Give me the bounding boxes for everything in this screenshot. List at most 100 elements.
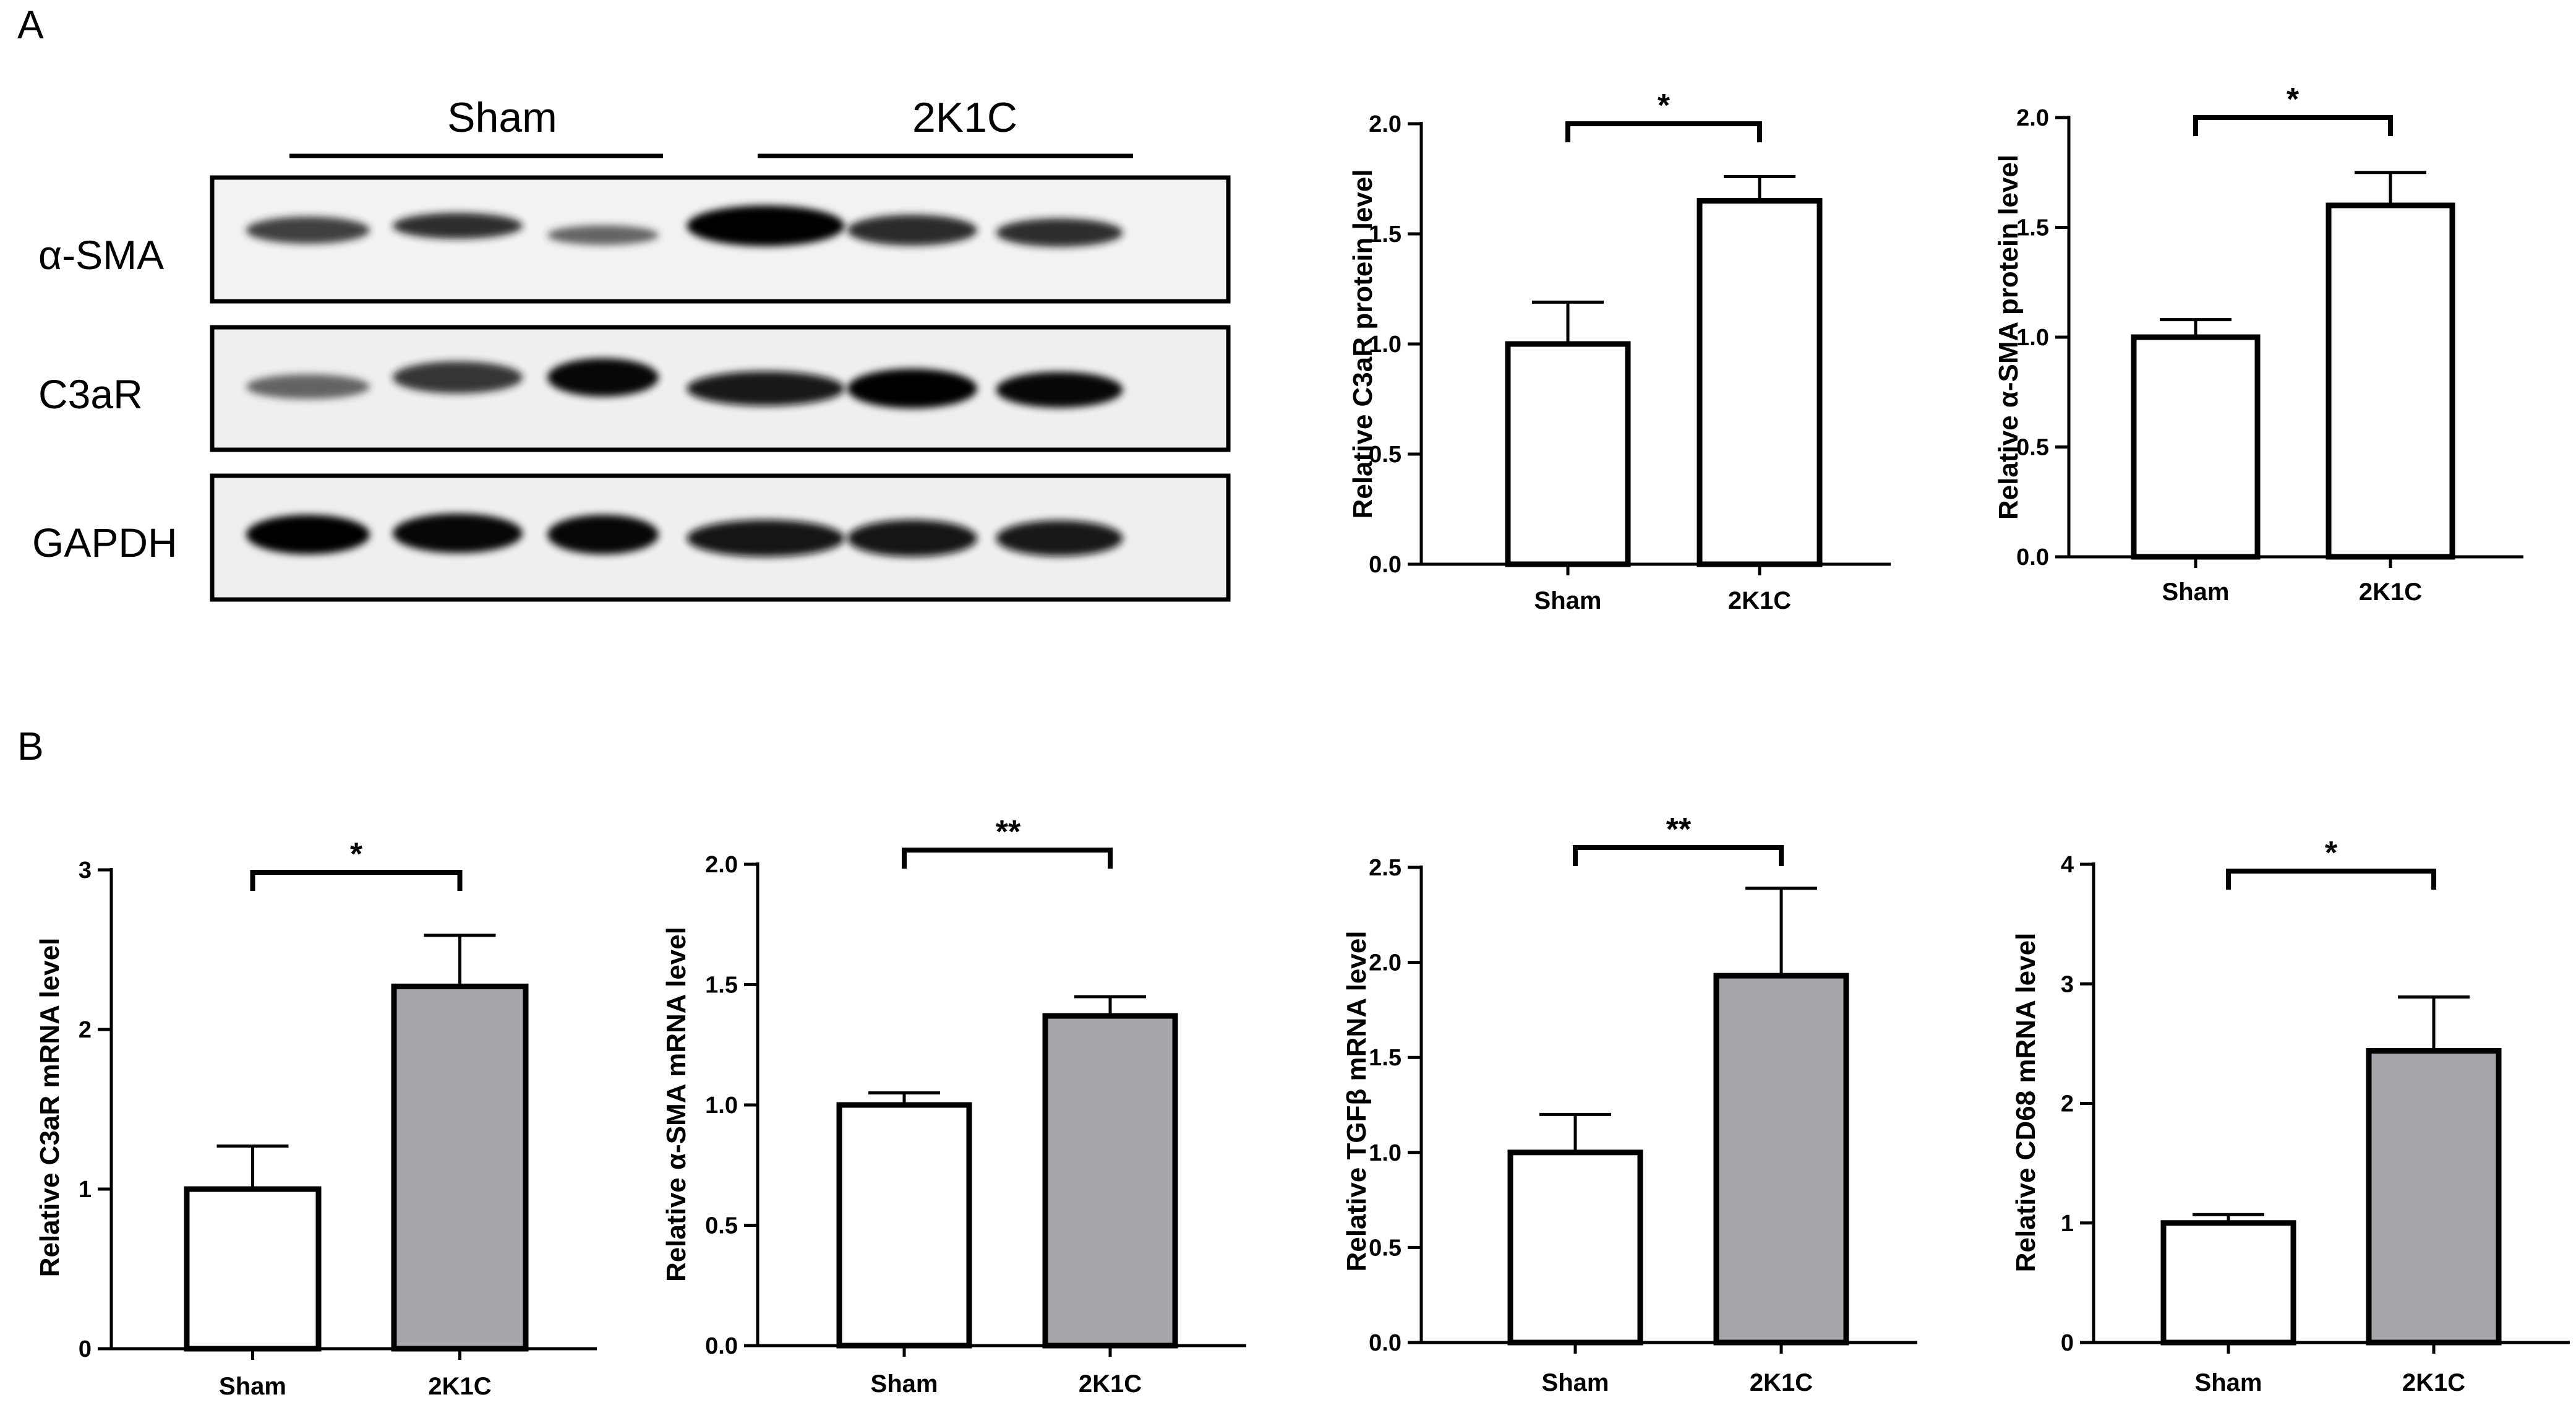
y-tick-label: 1.5 xyxy=(2016,215,2049,241)
blot-band xyxy=(246,515,370,554)
y-tick-label: 1 xyxy=(2061,1211,2074,1237)
blot-band xyxy=(687,371,845,406)
y-tick-label: 2.0 xyxy=(1369,111,1401,137)
y-tick-label: 1.5 xyxy=(705,973,738,999)
y-tick-label: 3 xyxy=(2061,971,2074,997)
y-tick-label: 4 xyxy=(2061,852,2074,878)
blot-band xyxy=(847,520,977,557)
blot-band xyxy=(687,520,845,557)
y-tick-label: 2 xyxy=(2061,1091,2074,1117)
significance-bracket xyxy=(250,870,463,891)
y-tick-label: 1.5 xyxy=(1369,1045,1401,1071)
bar xyxy=(1507,1149,1643,1346)
y-tick-label: 0 xyxy=(79,1336,92,1362)
chart-c3ar-protein: 0.0 0.5 1.0 1.5 2.0 Sham 2K1C * Relative C3aR pr… xyxy=(1348,88,1891,614)
blot-group-label-2k1c: 2K1C xyxy=(912,94,1017,141)
y-tick-label: 1.0 xyxy=(1369,332,1401,358)
blot-row-label: C3aR xyxy=(38,371,143,417)
blot-band xyxy=(996,520,1123,556)
significance-bracket xyxy=(1573,845,1784,866)
y-tick-label: 1.5 xyxy=(1369,221,1401,247)
category-label: Sham xyxy=(2195,1369,2262,1396)
y-axis-title: Relative C3aR protein level xyxy=(1348,170,1378,519)
panel-a-label: A xyxy=(17,2,44,47)
significance-label: * xyxy=(2325,835,2338,871)
y-tick-label: 1.0 xyxy=(1369,1140,1401,1166)
y-tick-label: 2.0 xyxy=(705,852,738,878)
y-tick-label: 1 xyxy=(79,1177,92,1203)
y-axis-title: Relative C3aR mRNA level xyxy=(35,938,65,1278)
category-label: Sham xyxy=(871,1370,938,1398)
blot-band xyxy=(246,217,370,244)
blot-row-c3ar: C3aR xyxy=(38,325,1231,452)
category-label: Sham xyxy=(219,1373,286,1400)
blot-bands xyxy=(246,358,1123,408)
significance-label: * xyxy=(1658,88,1671,124)
bar xyxy=(184,1186,322,1352)
blot-band xyxy=(687,205,845,246)
blot-row-a-sma: α-SMA xyxy=(38,175,1231,304)
y-tick-label: 0.0 xyxy=(1369,1330,1401,1356)
y-tick-label: 1.0 xyxy=(705,1093,738,1119)
blot-band xyxy=(393,513,523,553)
blot-band xyxy=(246,374,370,399)
y-tick-label: 2.0 xyxy=(1369,950,1401,976)
chart-c3ar-mrna: 0 1 2 3 Sham 2K1C * Relative C3aR mRNA level xyxy=(35,836,597,1400)
bar xyxy=(2366,1047,2502,1346)
chart-tgfb-mrna: 0.0 0.5 1.0 1.5 2.0 2.5 Sham 2K1C ** Relative TGF… xyxy=(1341,812,1917,1396)
chart-cd68-mrna: 0 1 2 3 4 Sham 2K1C * Relative CD68 mRNA level xyxy=(2011,835,2570,1396)
significance-bracket xyxy=(1565,121,1762,142)
blot-bands xyxy=(246,513,1123,557)
y-tick-label: 0.5 xyxy=(1369,442,1401,468)
category-label: 2K1C xyxy=(2359,578,2422,606)
bar xyxy=(1713,973,1849,1346)
significance-label: * xyxy=(2287,82,2300,118)
significance-bracket xyxy=(2226,869,2436,890)
blot-band xyxy=(547,358,659,397)
bar xyxy=(2160,1220,2296,1346)
blot-band xyxy=(847,215,977,246)
category-label: 2K1C xyxy=(1079,1370,1142,1398)
y-axis-title: Relative CD68 mRNA level xyxy=(2011,933,2041,1273)
y-axis-title: Relative α-SMA protein level xyxy=(1993,155,2024,520)
bar xyxy=(2131,334,2261,560)
y-tick-label: 2.0 xyxy=(2016,105,2049,131)
category-label: Sham xyxy=(1534,587,1602,614)
y-tick-label: 0.5 xyxy=(1369,1235,1401,1261)
bar xyxy=(836,1102,972,1349)
blot-band xyxy=(393,361,523,393)
blot-band xyxy=(393,213,523,239)
blot-row-label: GAPDH xyxy=(32,520,178,565)
chart-a-sma-mrna: 0.0 0.5 1.0 1.5 2.0 Sham 2K1C ** Relative α-SMA … xyxy=(661,814,1246,1398)
panel-b-label: B xyxy=(17,724,44,768)
y-tick-label: 1.0 xyxy=(2016,325,2049,351)
category-label: 2K1C xyxy=(1728,587,1791,614)
y-tick-label: 0.0 xyxy=(705,1333,738,1359)
significance-bracket xyxy=(902,848,1113,869)
category-label: Sham xyxy=(2162,578,2230,606)
blot-row-label: α-SMA xyxy=(38,232,164,278)
y-tick-label: 2.5 xyxy=(1369,855,1401,881)
y-axis-title: Relative α-SMA mRNA level xyxy=(661,927,691,1282)
blot-row-gapdh: GAPDH xyxy=(32,473,1231,602)
y-axis-title: Relative TGFβ mRNA level xyxy=(1341,931,1372,1272)
blot-group-label-sham: Sham xyxy=(447,94,557,141)
category-label: 2K1C xyxy=(1750,1369,1813,1396)
category-label: 2K1C xyxy=(2402,1369,2465,1396)
significance-label: ** xyxy=(996,814,1021,850)
chart-a-sma-protein: 0.0 0.5 1.0 1.5 2.0 Sham 2K1C * Relative α-SMA p… xyxy=(1993,82,2523,606)
blot-bands xyxy=(246,205,1123,247)
category-label: 2K1C xyxy=(428,1373,491,1400)
significance-label: ** xyxy=(1666,812,1692,848)
bar xyxy=(391,983,529,1352)
bar xyxy=(1505,341,1631,567)
significance-label: * xyxy=(350,836,363,872)
y-tick-label: 0.0 xyxy=(1369,552,1401,578)
y-tick-label: 0.0 xyxy=(2016,544,2049,570)
y-tick-label: 0.5 xyxy=(705,1213,738,1239)
blot-band xyxy=(996,372,1123,408)
y-tick-label: 3 xyxy=(79,857,92,883)
y-tick-label: 0 xyxy=(2061,1330,2074,1356)
blot-band xyxy=(547,515,659,554)
